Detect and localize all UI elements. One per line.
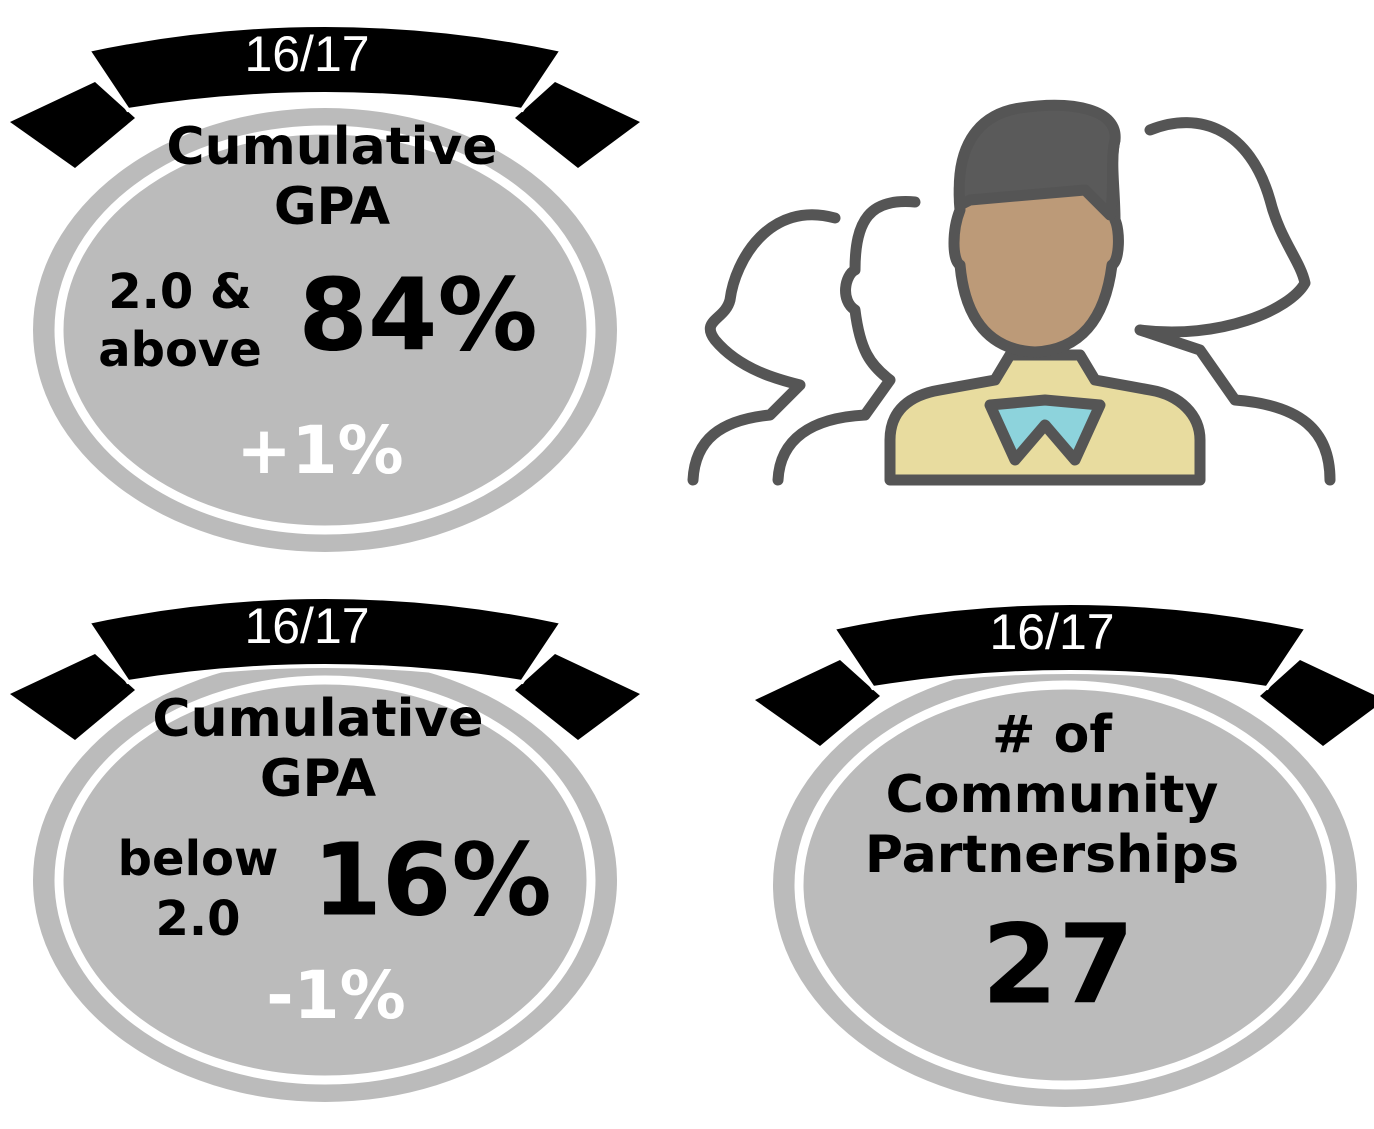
ribbon-band <box>84 23 566 113</box>
badge-label: 2.0 & <box>108 264 252 320</box>
badge-title: Cumulative <box>166 117 497 177</box>
badge-change: -1% <box>266 957 405 1034</box>
ribbon <box>10 595 640 740</box>
badge-label: above <box>98 322 262 378</box>
badge-year: 16/17 <box>244 598 369 654</box>
ribbon-tail <box>1260 660 1374 746</box>
ribbon-tail <box>10 654 135 740</box>
badge-value: 16% <box>312 821 551 938</box>
badge-label: 2.0 <box>155 891 240 947</box>
badge-ring <box>794 680 1336 1090</box>
ribbon-tail <box>515 654 640 740</box>
ribbon-band <box>84 595 566 685</box>
ribbon-tail <box>755 660 880 746</box>
ribbon-band <box>829 601 1311 691</box>
ribbon-tail <box>10 82 135 168</box>
ribbon <box>10 23 640 168</box>
badge-ring <box>54 675 596 1085</box>
badge-year: 16/17 <box>244 26 369 82</box>
badge-title: Partnerships <box>865 825 1239 885</box>
badge-title: Cumulative <box>152 689 483 749</box>
badge-value: 27 <box>981 900 1134 1028</box>
badge-title: GPA <box>260 749 376 809</box>
badge-title: Community <box>886 765 1219 825</box>
badge-label: below <box>118 831 279 887</box>
badge-year: 16/17 <box>989 604 1114 660</box>
badge-title: GPA <box>274 177 390 237</box>
ribbon-tail <box>515 82 640 168</box>
badge-value: 84% <box>298 256 537 373</box>
people-icon <box>687 99 1336 486</box>
badge-title: # of <box>992 705 1113 765</box>
badge-ring <box>54 125 596 535</box>
badge-change: +1% <box>236 412 403 489</box>
ribbon <box>755 601 1374 746</box>
